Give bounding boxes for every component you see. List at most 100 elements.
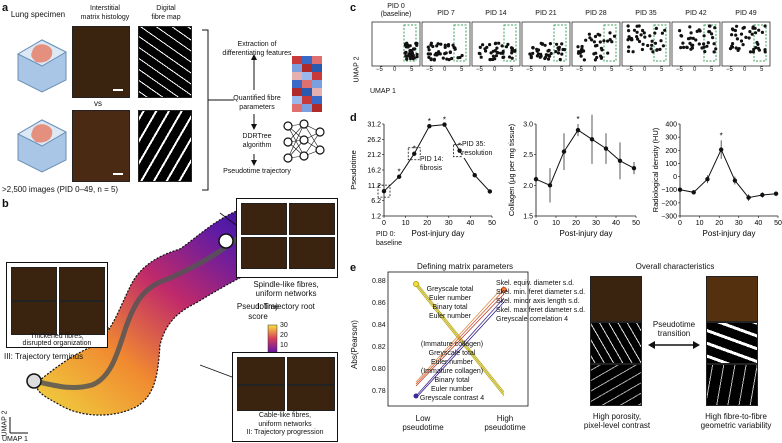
umap-point [506, 42, 510, 46]
umap-point [643, 35, 647, 39]
double-arrow-icon [648, 341, 700, 349]
significance-star: * [458, 142, 461, 151]
umap-title-1: PID 7 [437, 10, 455, 17]
e-left-title: Defining matrix parameters [416, 262, 514, 271]
umap-point [502, 55, 506, 59]
correlation-plot [387, 271, 529, 407]
umap-point [593, 58, 597, 62]
umap-point [598, 40, 602, 44]
umap-point [412, 47, 416, 51]
significance-star: * [443, 116, 446, 125]
umap-plot-2 [471, 21, 521, 67]
umap-point [448, 50, 452, 54]
umap-x-tick: 0 [393, 67, 397, 73]
image-count-note: >2,500 images (PID 0–49, n = 5) [2, 185, 119, 194]
umap-point [688, 25, 692, 29]
umap-point [491, 57, 495, 62]
x-tick-label: 50 [632, 220, 640, 227]
x-tick-label: 30 [592, 220, 600, 227]
umap-point [558, 57, 562, 62]
umap-point [679, 34, 683, 38]
umap-x-tick: −5 [426, 67, 433, 73]
umap-point [477, 51, 481, 55]
umap-c-y-label: UMAP 2 [353, 56, 361, 83]
y-tick-label: 6.2 [371, 198, 381, 205]
umap-point [730, 45, 735, 49]
neural-network-icon [283, 119, 325, 163]
umap-point [535, 49, 539, 53]
char-low-fibremap [590, 322, 642, 364]
umap-point [443, 45, 447, 49]
umap-point [708, 30, 712, 34]
data-point [691, 190, 696, 195]
data-point [617, 158, 623, 163]
umap-point [646, 43, 650, 48]
umap-point [689, 31, 693, 35]
x-tick-label: 40 [612, 220, 620, 227]
umap-plot-7 [721, 21, 771, 67]
umap-point [635, 35, 639, 39]
y-tick-label: 2.5 [523, 152, 533, 159]
umap-point [443, 52, 447, 56]
significance-star: * [576, 115, 579, 124]
umap-point [481, 43, 485, 47]
y-tick-label: 2.0 [523, 183, 533, 190]
char-low-skeleton [590, 364, 642, 406]
umap-point [546, 57, 551, 61]
umap-point [556, 51, 561, 55]
annot-pid35: PID 35: resolution [462, 140, 493, 158]
umap-point [599, 46, 603, 50]
umap-point [406, 45, 410, 49]
umap-point [546, 49, 550, 53]
data-point [631, 165, 637, 171]
umap-point [713, 26, 717, 30]
umap-point [485, 45, 489, 49]
umap-point [500, 44, 504, 48]
umap-point [499, 51, 503, 55]
umap-point [627, 45, 631, 49]
y-tick-label: 0 [673, 174, 677, 181]
umap-x-tick: 5 [460, 67, 464, 73]
e-ytick-078: 0.78 [372, 388, 386, 395]
data-point [547, 183, 553, 188]
umap-point [706, 41, 710, 45]
y-tick-label: 200 [665, 148, 677, 155]
umap-title-6: PID 42 [685, 10, 707, 17]
histology-image-2 [72, 110, 130, 182]
y-tick-label: 100 [665, 161, 677, 168]
data-point [718, 147, 724, 152]
e-ytick-088: 0.88 [372, 278, 386, 285]
data-point [603, 146, 609, 151]
y-tick-label: 11.2 [368, 183, 381, 190]
umap-point [742, 25, 746, 30]
umap-point [446, 43, 451, 47]
umap-point [432, 58, 436, 62]
data-point [412, 151, 417, 156]
umap-point [629, 36, 634, 41]
col-digital-fibre-map: Digital fibre map [151, 5, 181, 21]
data-point [442, 122, 447, 127]
data-point [472, 173, 477, 178]
umap-point [405, 57, 409, 61]
umap-point [587, 32, 591, 36]
umap-point [408, 56, 412, 61]
data-point [773, 191, 779, 196]
umap-point [735, 24, 739, 28]
umap-point [580, 44, 584, 49]
umap-point [631, 50, 635, 54]
series-line [679, 148, 777, 199]
annotation-box [377, 184, 391, 198]
lung-specimen-block-1 [16, 39, 68, 93]
umap-point [658, 47, 662, 51]
data-point [533, 177, 539, 182]
y-tick-label: 21.2 [367, 152, 381, 159]
umap-point [504, 45, 509, 49]
umap-point [637, 24, 641, 28]
umap-point [654, 26, 658, 30]
e-lower-low-labels: (Immature collagen) Greyscale total Eule… [419, 341, 485, 402]
data-point [677, 187, 683, 192]
umap-point [711, 36, 715, 40]
y-axis-label: Pseudotime [349, 150, 358, 190]
x-tick-label: 20 [572, 220, 580, 227]
inset-trajectory-root [236, 198, 338, 278]
